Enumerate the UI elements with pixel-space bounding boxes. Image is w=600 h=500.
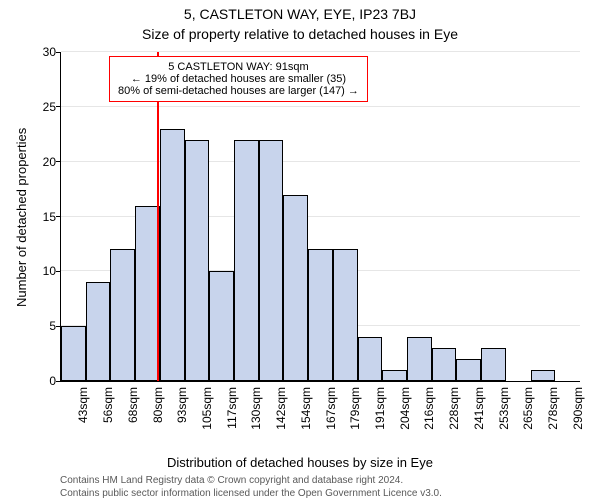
histogram-bar	[531, 370, 556, 381]
x-tick-label: 43sqm	[76, 387, 90, 447]
x-tick-label: 290sqm	[571, 387, 585, 447]
y-tick-label: 20	[26, 155, 56, 169]
x-tick-label: 265sqm	[521, 387, 535, 447]
y-tick-label: 0	[26, 374, 56, 388]
x-tick-label: 191sqm	[373, 387, 387, 447]
histogram-bar	[209, 271, 234, 381]
footer-copyright-2: Contains public sector information licen…	[60, 488, 442, 499]
x-tick-label: 130sqm	[249, 387, 263, 447]
y-tick-mark	[56, 161, 61, 162]
histogram-bar	[308, 249, 333, 381]
y-tick-mark	[56, 216, 61, 217]
histogram-bar	[358, 337, 383, 381]
histogram-bar	[407, 337, 432, 381]
y-tick-mark	[56, 52, 61, 53]
gridline	[61, 106, 580, 107]
chart-plot-area: 5 CASTLETON WAY: 91sqm ← 19% of detached…	[60, 52, 580, 382]
x-tick-label: 253sqm	[497, 387, 511, 447]
y-tick-label: 15	[26, 210, 56, 224]
y-tick-mark	[56, 106, 61, 107]
gridline	[61, 161, 580, 162]
x-tick-label: 93sqm	[175, 387, 189, 447]
x-tick-label: 117sqm	[225, 387, 239, 447]
histogram-bar	[61, 326, 86, 381]
x-tick-label: 154sqm	[299, 387, 313, 447]
histogram-bar	[456, 359, 481, 381]
y-tick-label: 25	[26, 100, 56, 114]
x-tick-label: 167sqm	[324, 387, 338, 447]
x-tick-label: 105sqm	[200, 387, 214, 447]
x-tick-label: 56sqm	[101, 387, 115, 447]
histogram-bar	[481, 348, 506, 381]
x-tick-label: 241sqm	[472, 387, 486, 447]
histogram-bar	[382, 370, 407, 381]
chart-title: Size of property relative to detached ho…	[0, 26, 600, 42]
y-tick-label: 10	[26, 264, 56, 278]
x-tick-label: 204sqm	[398, 387, 412, 447]
x-tick-label: 68sqm	[126, 387, 140, 447]
info-line-larger: 80% of semi-detached houses are larger (…	[118, 85, 359, 97]
histogram-bar	[432, 348, 457, 381]
histogram-bar	[135, 206, 160, 381]
histogram-bar	[185, 140, 210, 381]
footer-copyright-1: Contains HM Land Registry data © Crown c…	[60, 475, 403, 486]
y-tick-label: 30	[26, 45, 56, 59]
info-line-property: 5 CASTLETON WAY: 91sqm	[118, 61, 359, 73]
y-tick-mark	[56, 271, 61, 272]
histogram-bar	[160, 129, 185, 381]
histogram-bar	[234, 140, 259, 381]
histogram-bar	[259, 140, 284, 381]
x-tick-label: 80sqm	[151, 387, 165, 447]
y-tick-label: 5	[26, 319, 56, 333]
info-line-smaller: ← 19% of detached houses are smaller (35…	[118, 73, 359, 85]
property-info-box: 5 CASTLETON WAY: 91sqm ← 19% of detached…	[109, 56, 368, 102]
histogram-bar	[283, 195, 308, 381]
x-tick-label: 216sqm	[422, 387, 436, 447]
x-tick-label: 228sqm	[447, 387, 461, 447]
histogram-bar	[110, 249, 135, 381]
histogram-bar	[86, 282, 111, 381]
x-tick-label: 142sqm	[274, 387, 288, 447]
histogram-bar	[333, 249, 358, 381]
x-tick-label: 179sqm	[348, 387, 362, 447]
x-axis-label: Distribution of detached houses by size …	[0, 455, 600, 470]
page-address-title: 5, CASTLETON WAY, EYE, IP23 7BJ	[0, 6, 600, 22]
gridline	[61, 51, 580, 52]
x-tick-label: 278sqm	[546, 387, 560, 447]
